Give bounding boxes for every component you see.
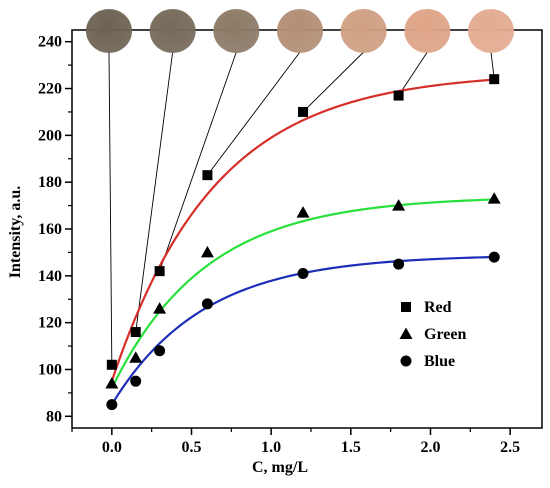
- swatch-leader-line: [207, 51, 301, 176]
- fit-curve-red: [110, 78, 495, 382]
- y-tick-label: 140: [38, 268, 62, 285]
- y-tick-label: 200: [38, 127, 62, 144]
- y-axis-ticks: 80 100 120 140 160 180 200 220 240: [38, 34, 72, 425]
- y-tick-label: 240: [38, 34, 62, 51]
- color-swatch: [404, 9, 451, 53]
- point-green: [392, 199, 406, 211]
- color-swatch: [149, 9, 196, 53]
- y-tick-label: 220: [38, 81, 62, 98]
- point-green: [200, 245, 214, 258]
- color-swatch: [213, 9, 260, 53]
- point-green: [105, 377, 119, 389]
- x-tick-label: 1.0: [261, 439, 281, 456]
- y-axis-title: Intensity, a.u.: [7, 186, 24, 278]
- legend: Red Green Blue: [399, 299, 466, 370]
- point-green: [153, 302, 167, 314]
- plot-frame: [71, 29, 543, 429]
- point-red: [202, 170, 213, 181]
- point-red: [130, 327, 141, 338]
- point-blue: [130, 375, 142, 387]
- color-swatch: [340, 9, 387, 53]
- data-points: [105, 74, 501, 411]
- color-swatch: [277, 9, 323, 53]
- swatch-leader-lines: [108, 51, 495, 365]
- point-green: [296, 206, 310, 218]
- x-axis-ticks: 0.0 0.5 1.0 1.5 2.0 2.5: [71, 428, 520, 456]
- y-tick-label: 100: [38, 361, 62, 378]
- y-tick-label: 80: [46, 408, 62, 425]
- point-red: [393, 90, 404, 101]
- color-swatch: [468, 9, 514, 53]
- color-swatches: [86, 9, 514, 53]
- swatch-leader-line: [302, 51, 364, 113]
- point-blue: [106, 399, 118, 411]
- color-swatch: [86, 9, 132, 53]
- point-red: [106, 359, 117, 370]
- point-red: [154, 266, 165, 277]
- swatch-leader-line: [108, 51, 113, 365]
- point-blue: [201, 298, 213, 310]
- point-blue: [297, 267, 309, 279]
- x-tick-label: 1.5: [341, 439, 361, 456]
- legend-label-blue: Blue: [424, 353, 455, 370]
- point-blue: [393, 258, 405, 270]
- x-tick-label: 2.0: [420, 439, 440, 456]
- y-tick-label: 120: [38, 315, 62, 332]
- legend-label-green: Green: [424, 326, 466, 343]
- x-tick-label: 0.5: [181, 439, 201, 456]
- point-blue: [154, 345, 166, 357]
- legend-marker-red: [401, 302, 411, 312]
- fit-curve-green: [110, 198, 495, 389]
- point-red: [298, 106, 309, 117]
- point-green: [129, 351, 143, 363]
- legend-marker-green: [399, 327, 413, 339]
- point-blue: [488, 251, 500, 263]
- y-tick-label: 180: [38, 174, 62, 191]
- x-tick-label: 2.5: [500, 439, 520, 456]
- point-red: [489, 74, 500, 85]
- x-tick-label: 0.0: [102, 439, 122, 456]
- swatch-leader-line: [159, 51, 237, 272]
- legend-marker-blue: [400, 355, 412, 367]
- swatch-leader-line: [398, 51, 428, 96]
- legend-label-red: Red: [424, 299, 452, 316]
- point-green: [487, 192, 501, 204]
- y-tick-label: 160: [38, 221, 62, 238]
- x-axis-title: C, mg/L: [252, 459, 308, 476]
- swatch-leader-line: [135, 51, 174, 333]
